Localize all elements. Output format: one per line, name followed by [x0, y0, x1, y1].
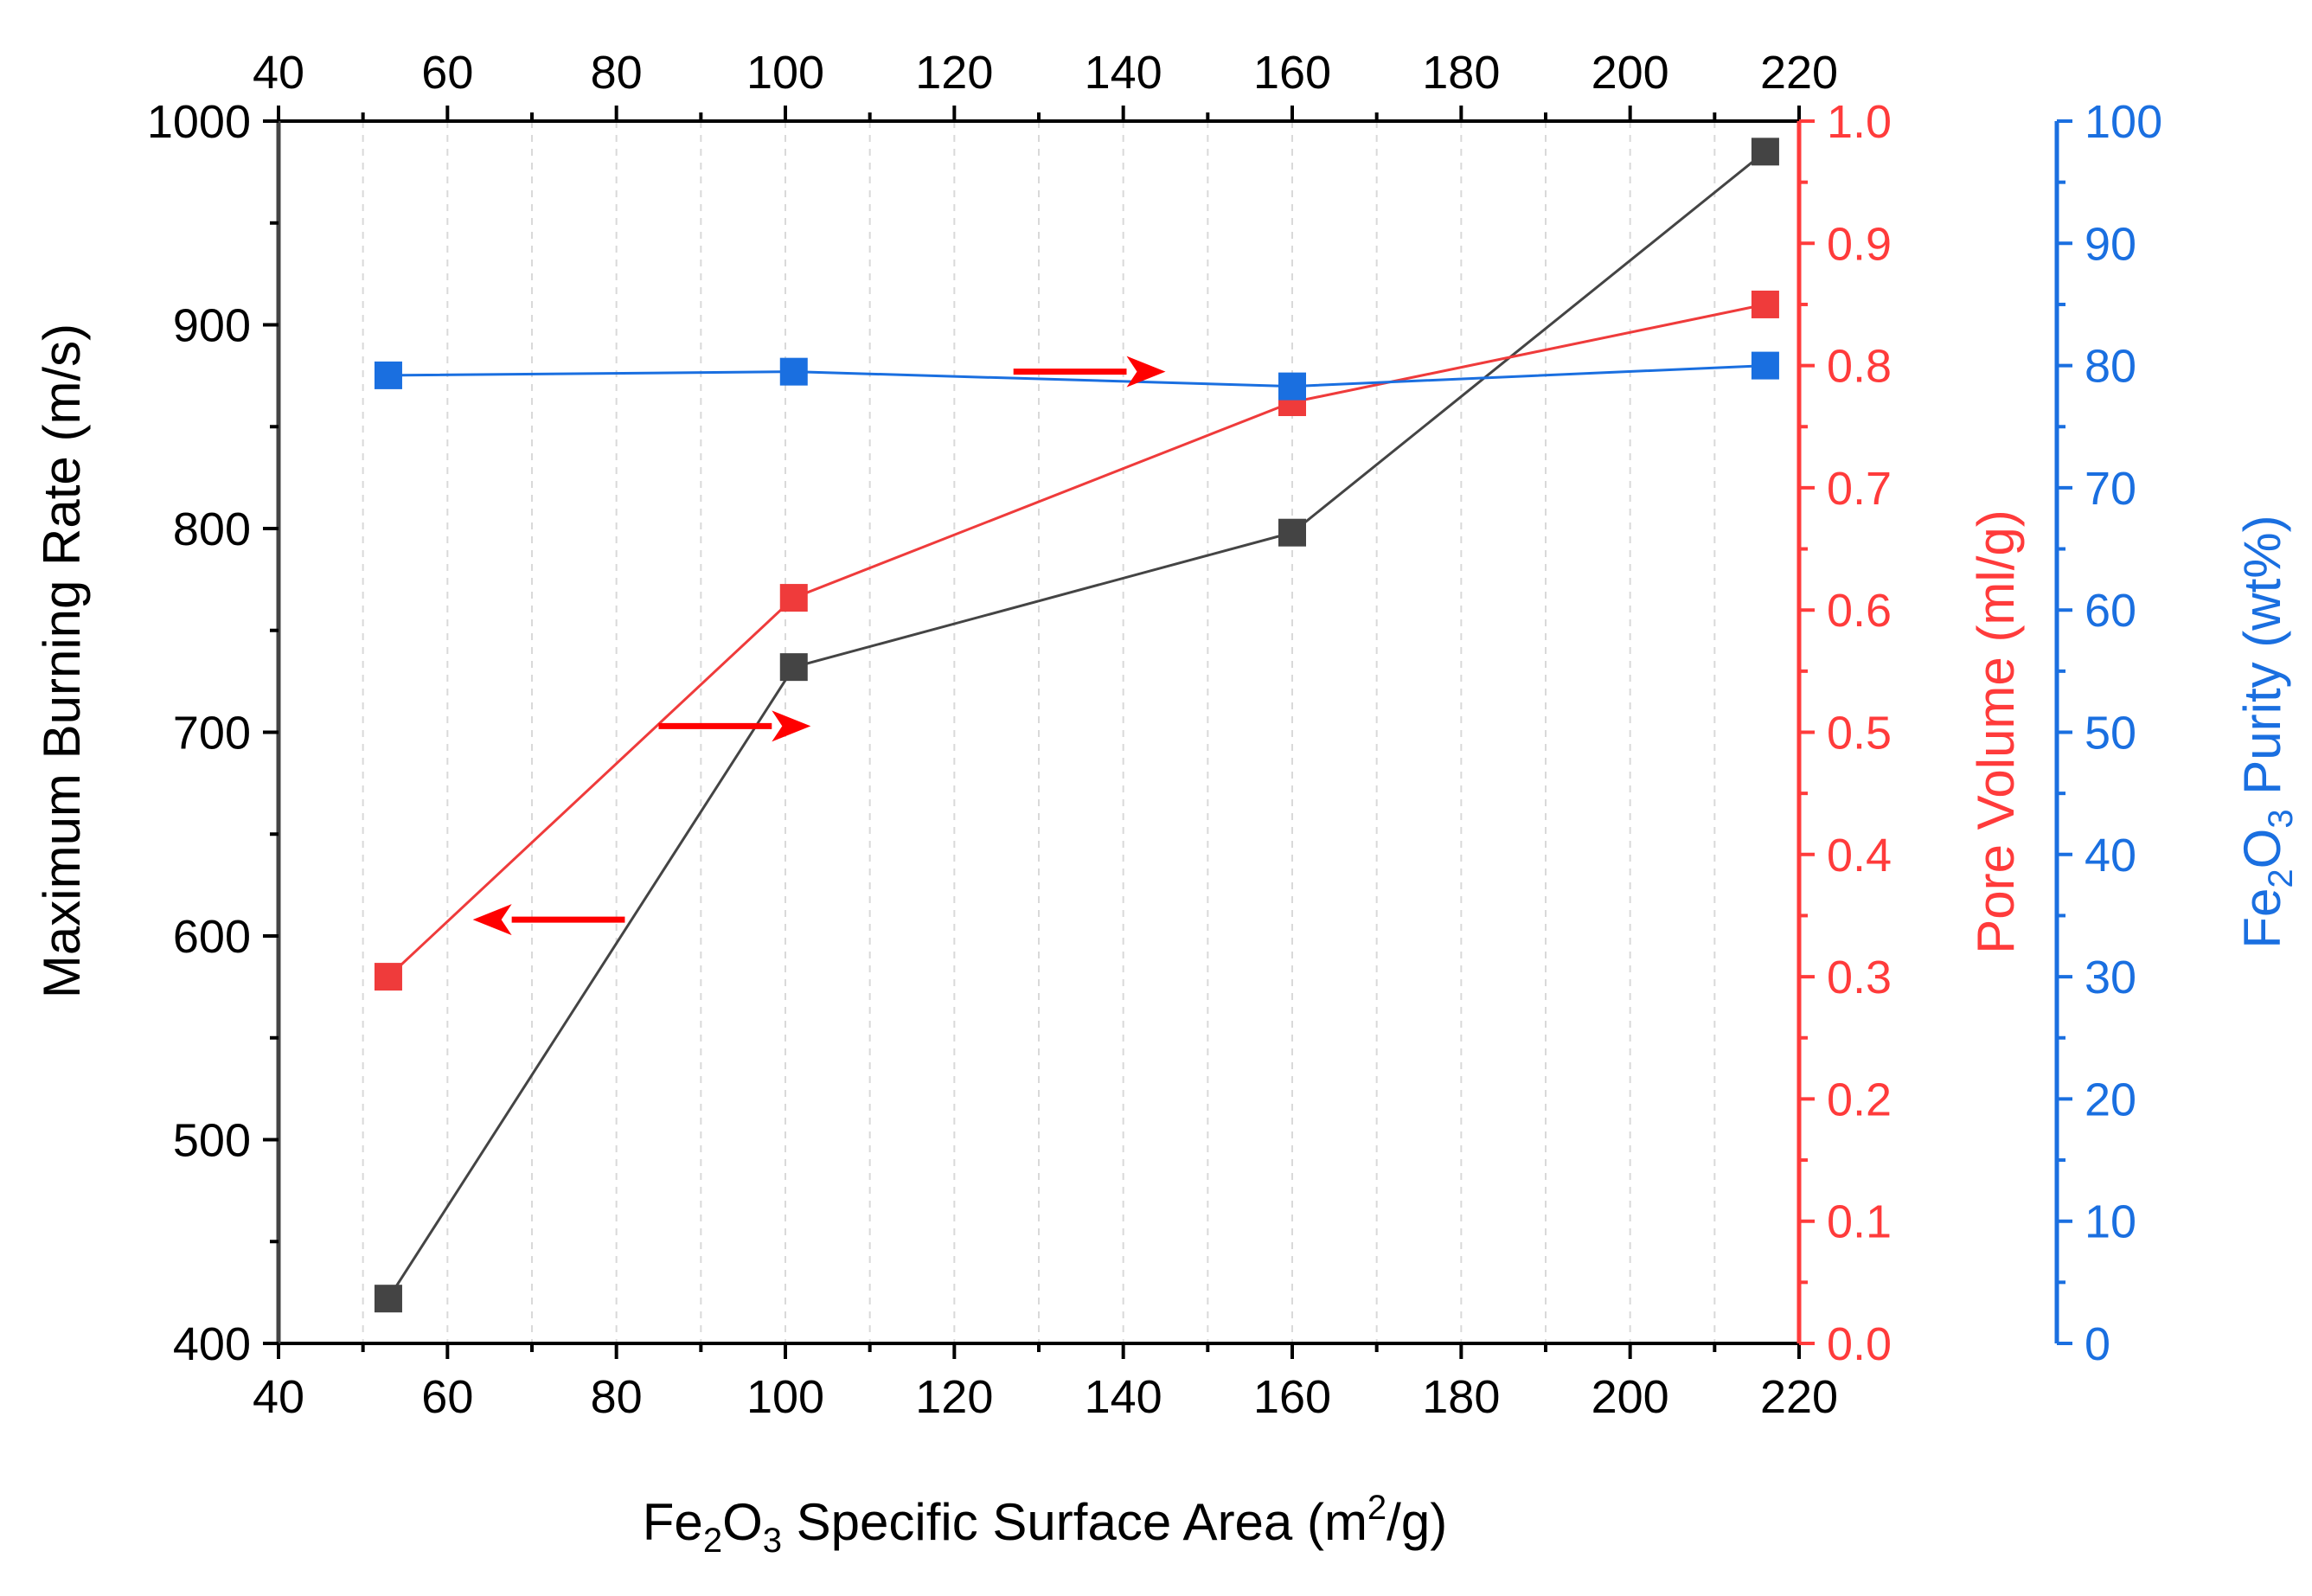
data-point-right1: [1751, 290, 1779, 318]
x-title-sub1: 2: [703, 1522, 722, 1560]
data-point-left: [1278, 518, 1306, 547]
right2-tick-label: 0: [2085, 1318, 2110, 1370]
right1-tick-label: 0.5: [1827, 708, 1892, 760]
x-tick-label: 180: [1422, 1371, 1500, 1423]
right1-tick-label: 0.0: [1827, 1318, 1892, 1370]
x-tick-label: 80: [591, 1371, 643, 1423]
left-tick-label: 1000: [147, 96, 251, 148]
right2-tick-label: 50: [2085, 708, 2136, 760]
right1-tick-label: 0.3: [1827, 952, 1892, 1003]
x-tick-label: 140: [1085, 1371, 1162, 1423]
top-x-tick-label: 160: [1253, 47, 1331, 99]
x-title-sub2: 3: [763, 1522, 782, 1560]
right1-tick-label: 0.9: [1827, 218, 1892, 270]
top-x-tick-label: 220: [1760, 47, 1838, 99]
right2-tick-label: 40: [2085, 830, 2136, 881]
top-x-tick-label: 60: [421, 47, 473, 99]
data-point-right2: [374, 361, 402, 389]
right2-tick-label: 20: [2085, 1074, 2136, 1125]
top-x-tick-label: 140: [1085, 47, 1162, 99]
annotation-layer: [472, 356, 1166, 936]
right2-tick-label: 100: [2085, 96, 2162, 148]
data-point-right2: [1751, 351, 1779, 380]
right1-tick-label: 0.4: [1827, 830, 1892, 881]
arrow-head: [472, 904, 512, 936]
top-x-tick-label: 100: [746, 47, 824, 99]
data-point-left: [1751, 138, 1779, 166]
right2-title-sub2: 3: [2262, 809, 2300, 828]
x-title-sup: 2: [1367, 1489, 1387, 1527]
right1-tick-label: 1.0: [1827, 96, 1892, 148]
right2-tick-label: 10: [2085, 1196, 2136, 1248]
right2-tick-label: 70: [2085, 463, 2136, 515]
left-tick-label: 600: [173, 911, 251, 963]
right1-tick-label: 0.7: [1827, 463, 1892, 515]
series-line-right1: [387, 303, 1766, 978]
right2-tick-label: 30: [2085, 952, 2136, 1003]
series-line-left: [387, 151, 1766, 1300]
left-tick-label: 700: [173, 708, 251, 760]
arrow-head: [1126, 356, 1166, 388]
top-x-tick-label: 40: [253, 47, 304, 99]
right1-tick-label: 0.8: [1827, 341, 1892, 393]
right2-title-fe: Fe: [2233, 888, 2291, 949]
x-tick-label: 40: [253, 1371, 304, 1423]
x-tick-label: 220: [1760, 1371, 1838, 1423]
x-tick-label: 100: [746, 1371, 824, 1423]
right2-tick-label: 60: [2085, 585, 2136, 637]
left-tick-label: 500: [173, 1115, 251, 1167]
data-point-right2: [1278, 372, 1306, 401]
right1-tick-label: 0.2: [1827, 1074, 1892, 1125]
right2-title-sub1: 2: [2262, 869, 2300, 888]
grid-layer: [362, 121, 1716, 1343]
right2-title-o: O: [2233, 829, 2291, 869]
left-tick-label: 900: [173, 300, 251, 352]
left-tick-label: 400: [173, 1318, 251, 1370]
series-line-right2: [387, 364, 1765, 388]
data-point-left: [779, 653, 808, 682]
right1-tick-label: 0.1: [1827, 1196, 1892, 1248]
right2-tick-label: 90: [2085, 218, 2136, 270]
top-x-tick-label: 120: [915, 47, 993, 99]
series-layer: [374, 138, 1779, 1313]
data-point-right1: [374, 963, 402, 991]
right1-axis-title: Pore Volume (ml/g): [1967, 510, 2025, 954]
right2-tick-label: 80: [2085, 341, 2136, 393]
left-tick-label: 800: [173, 503, 251, 555]
x-title-main: Specific Surface Area (m: [782, 1493, 1367, 1551]
x-title-o: O: [722, 1493, 763, 1551]
data-point-right1: [779, 584, 808, 612]
top-x-tick-label: 180: [1422, 47, 1500, 99]
x-title-fe: Fe: [643, 1493, 703, 1551]
x-tick-label: 160: [1253, 1371, 1331, 1423]
x-tick-label: 200: [1592, 1371, 1669, 1423]
right1-tick-label: 0.6: [1827, 585, 1892, 637]
left-axis-title: Maximum Burning Rate (m/s): [33, 324, 91, 998]
data-point-right2: [779, 357, 808, 386]
x-tick-label: 120: [915, 1371, 993, 1423]
right2-title-rest: Purity (wt%): [2233, 515, 2291, 809]
arrow-head: [772, 710, 811, 742]
right2-axis-title: Fe2O3 Purity (wt%): [2233, 515, 2300, 948]
x-axis-title: Fe2O3 Specific Surface Area (m2/g): [643, 1489, 1447, 1560]
x-tick-label: 60: [421, 1371, 473, 1423]
x-title-suffix: /g): [1387, 1493, 1447, 1551]
top-x-tick-label: 200: [1592, 47, 1669, 99]
data-point-left: [374, 1285, 402, 1313]
top-x-tick-label: 80: [591, 47, 643, 99]
